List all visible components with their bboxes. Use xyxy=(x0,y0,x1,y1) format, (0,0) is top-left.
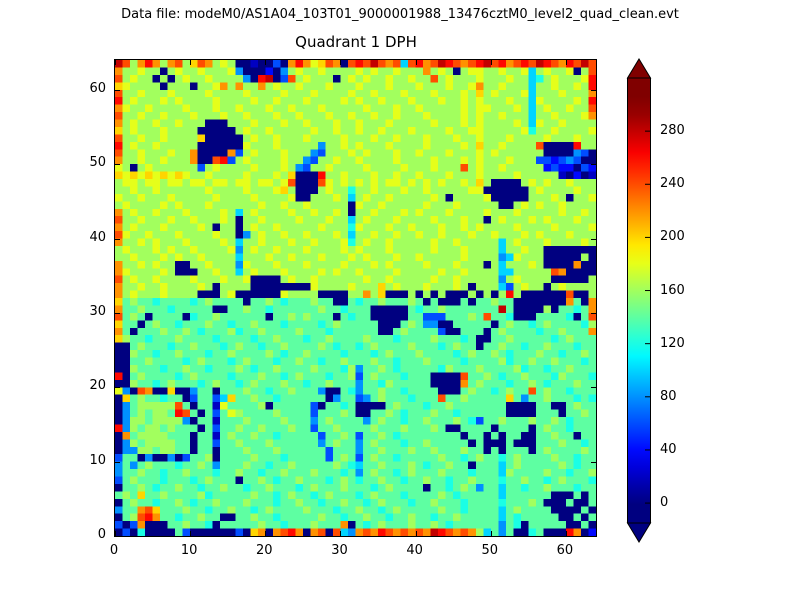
y-axis-tick xyxy=(115,536,120,537)
colorbar-tick-label: 240 xyxy=(660,176,685,192)
colorbar-tick-label: 200 xyxy=(660,229,685,245)
x-axis-tick xyxy=(415,531,417,536)
x-axis-tick-top xyxy=(190,60,192,65)
y-axis-tick-label: 0 xyxy=(97,527,106,542)
x-axis-tick-top xyxy=(565,60,567,65)
x-axis-tick-top xyxy=(265,60,267,65)
y-axis-tick-right xyxy=(591,461,596,463)
colorbar-tick-label: 280 xyxy=(660,123,685,139)
y-axis-tick-right xyxy=(591,387,596,389)
colorbar-bottom-arrow xyxy=(626,522,652,543)
colorbar-tick-label: 0 xyxy=(660,495,669,511)
heatmap-canvas xyxy=(115,60,596,536)
colorbar-tick-label: 120 xyxy=(660,335,685,351)
x-axis-tick-label: 10 xyxy=(180,543,198,558)
y-axis-tick-right xyxy=(591,238,596,240)
x-axis-tick xyxy=(340,531,342,536)
colorbar-top-arrow xyxy=(626,58,652,79)
colorbar-tick-label: 40 xyxy=(660,441,677,457)
colorbar-tick-label: 160 xyxy=(660,282,685,298)
y-axis-tick-right xyxy=(591,164,596,166)
x-axis-tick-label: 0 xyxy=(109,543,119,558)
colorbar-ticks xyxy=(645,130,651,504)
x-axis-tick-label: 40 xyxy=(406,543,423,558)
y-axis-tick xyxy=(115,387,120,389)
data-file-label: Data file: modeM0/AS1A04_103T01_90000019… xyxy=(121,7,679,22)
x-axis-tick-label: 60 xyxy=(556,543,574,558)
x-axis-tick-top xyxy=(415,60,417,65)
y-axis-tick xyxy=(115,312,120,314)
y-axis-tick-right xyxy=(591,536,596,537)
x-axis-tick xyxy=(565,531,567,536)
y-axis-tick xyxy=(115,461,120,463)
x-axis-tick-label: 30 xyxy=(331,543,348,558)
x-axis-tick-top xyxy=(490,60,492,65)
x-axis-tick-top xyxy=(115,60,116,65)
colorbar-gradient-bar xyxy=(627,77,651,524)
x-axis-tick xyxy=(190,531,192,536)
y-axis-tick-label: 40 xyxy=(89,229,106,245)
y-axis-tick xyxy=(115,164,120,166)
x-axis-tick-top xyxy=(340,60,342,65)
y-axis-tick-label: 20 xyxy=(89,378,106,394)
x-axis-tick xyxy=(265,531,267,536)
colorbar xyxy=(626,58,652,543)
x-axis-tick xyxy=(115,531,116,536)
x-axis-tick xyxy=(490,531,492,536)
y-axis-tick-right xyxy=(591,312,596,314)
y-axis-tick-label: 10 xyxy=(89,452,106,468)
y-axis-tick xyxy=(115,89,120,91)
y-axis-tick-right xyxy=(591,89,596,91)
y-axis-tick-label: 30 xyxy=(89,303,106,319)
colorbar-tick-label: 80 xyxy=(660,388,677,404)
y-axis-tick-label: 50 xyxy=(89,155,106,171)
y-axis-tick xyxy=(115,238,120,240)
y-axis-tick-label: 60 xyxy=(89,80,106,96)
x-axis-tick-label: 20 xyxy=(256,543,273,558)
x-axis-tick-label: 50 xyxy=(481,543,499,558)
axes-frame xyxy=(114,59,597,537)
chart-title: Quadrant 1 DPH xyxy=(295,33,417,51)
